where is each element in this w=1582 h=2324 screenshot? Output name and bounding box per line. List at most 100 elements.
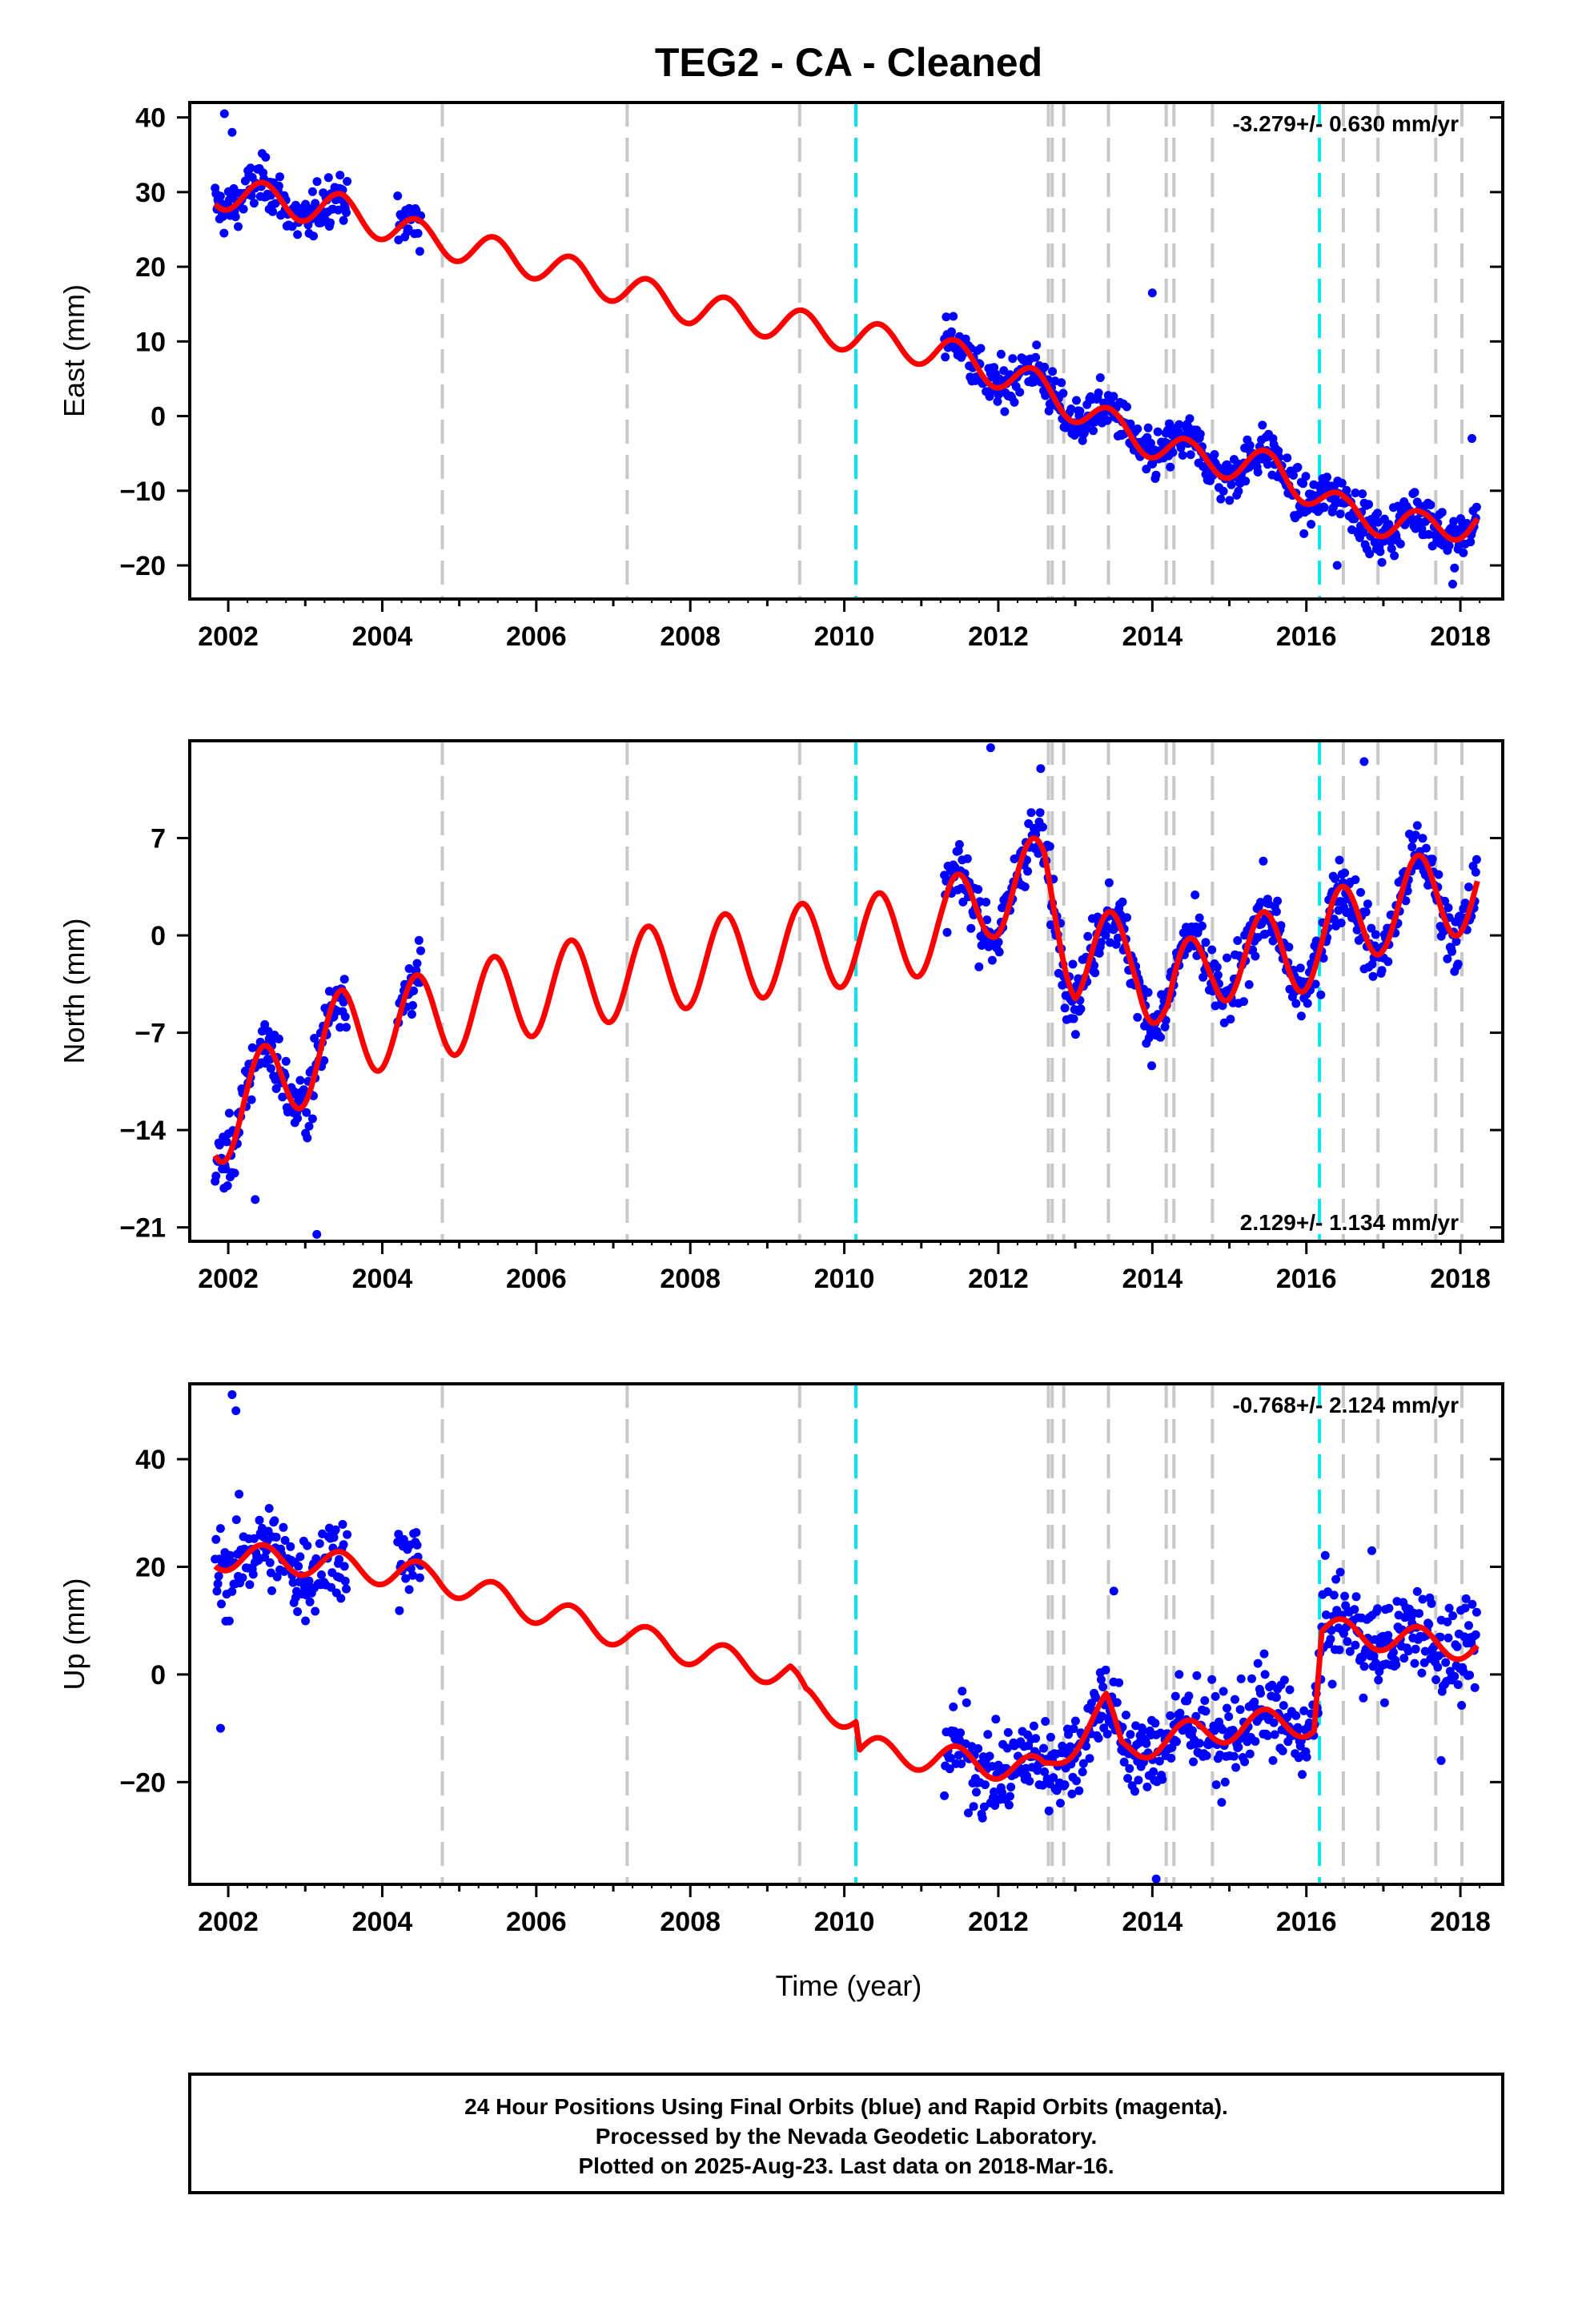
data-point: [1319, 954, 1328, 963]
data-point: [1078, 1759, 1088, 1768]
data-point: [1418, 1594, 1427, 1604]
data-point: [1234, 486, 1243, 496]
data-point: [1401, 896, 1411, 906]
x-tick-label: 2006: [506, 1907, 567, 1937]
data-point: [982, 915, 992, 925]
x-tick-label: 2016: [1276, 1907, 1337, 1937]
data-point: [1133, 1012, 1142, 1022]
data-point: [280, 1536, 290, 1545]
panel-frame: [188, 1382, 1504, 1886]
data-point: [1029, 1721, 1038, 1731]
data-point: [1060, 1003, 1070, 1013]
data-point: [983, 1730, 993, 1739]
data-point: [1384, 520, 1394, 529]
data-point: [1293, 1723, 1303, 1732]
data-point: [1060, 1780, 1070, 1790]
data-point: [215, 1140, 224, 1150]
data-point: [1184, 1691, 1194, 1701]
data-point: [1143, 987, 1153, 997]
data-point: [1258, 420, 1267, 430]
data-point: [260, 1019, 270, 1029]
data-point: [1094, 388, 1103, 398]
data-point: [1301, 472, 1311, 481]
data-point: [1202, 1751, 1211, 1760]
data-point: [279, 1522, 288, 1532]
data-point: [1335, 855, 1344, 865]
data-point: [1472, 1607, 1481, 1617]
data-point: [1268, 1755, 1278, 1765]
panel-frame: [188, 739, 1504, 1243]
model-curve: [213, 1542, 1480, 1782]
x-tick-label: 2014: [1122, 621, 1183, 652]
data-point: [1395, 539, 1405, 549]
data-point: [329, 1533, 339, 1542]
x-tick-label: 2014: [1122, 1907, 1183, 1937]
data-point: [1452, 1642, 1462, 1651]
data-point: [1457, 1701, 1467, 1710]
data-point: [1219, 486, 1228, 496]
data-point: [1244, 980, 1254, 989]
data-point: [1327, 1679, 1337, 1689]
data-point: [219, 228, 229, 238]
data-point: [1284, 943, 1294, 952]
data-point: [1337, 478, 1347, 488]
data-point: [1039, 1743, 1048, 1753]
data-point: [1223, 1703, 1231, 1713]
model-curve: [212, 835, 1480, 1165]
data-point: [238, 1573, 247, 1582]
data-point: [1032, 340, 1042, 350]
footer-border: [188, 2073, 1504, 2194]
x-tick-label: 2010: [814, 1264, 875, 1294]
data-point: [1443, 1633, 1453, 1642]
data-point: [1434, 870, 1443, 879]
data-point: [317, 1570, 326, 1579]
data-point: [966, 923, 976, 933]
data-points: [211, 1389, 1481, 1884]
data-point: [986, 743, 995, 753]
x-tick-label: 2018: [1430, 1907, 1491, 1937]
data-point: [303, 1133, 312, 1143]
data-point: [1299, 479, 1308, 489]
data-point: [275, 172, 284, 182]
data-point: [260, 1553, 270, 1562]
y-tick-label: 30: [135, 178, 166, 208]
data-point: [1094, 1734, 1103, 1743]
data-point: [251, 1195, 260, 1204]
data-point: [1200, 1696, 1210, 1705]
data-point: [1412, 821, 1422, 830]
data-point: [413, 228, 423, 238]
x-tick-label: 2004: [352, 1907, 413, 1937]
data-point: [1031, 1734, 1041, 1743]
data-point: [1038, 822, 1047, 832]
data-point: [1298, 1770, 1307, 1779]
data-point: [1403, 1647, 1413, 1656]
data-point: [1226, 1015, 1235, 1024]
data-point: [310, 1034, 319, 1043]
data-point: [1447, 579, 1457, 589]
data-point: [1383, 1630, 1393, 1640]
y-tick-label: 10: [135, 327, 166, 357]
data-point: [1449, 517, 1459, 526]
data-point: [1321, 1610, 1331, 1619]
data-point: [1058, 388, 1068, 398]
data-point: [286, 1542, 295, 1551]
data-point: [1410, 1659, 1419, 1668]
data-point: [1453, 959, 1463, 969]
data-point: [1015, 388, 1025, 397]
data-point: [1156, 1032, 1165, 1042]
data-point: [1174, 420, 1184, 429]
data-point: [1006, 1791, 1014, 1801]
data-point: [1185, 414, 1195, 424]
data-point: [1026, 808, 1036, 818]
data-point: [1210, 450, 1219, 459]
data-point: [340, 1576, 350, 1586]
data-point: [294, 1562, 303, 1571]
data-point: [985, 1751, 994, 1761]
data-point: [1251, 1737, 1260, 1746]
data-point: [1253, 468, 1263, 476]
data-point: [1122, 402, 1131, 412]
data-point: [1379, 1698, 1389, 1707]
x-tick-label: 2002: [198, 1264, 259, 1294]
data-point: [957, 1759, 966, 1768]
data-point: [991, 1715, 1001, 1724]
